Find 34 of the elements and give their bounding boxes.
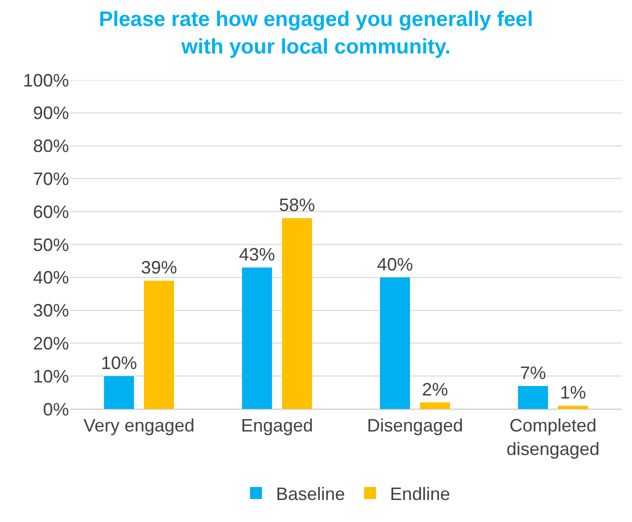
data-label: 43%	[238, 244, 276, 265]
legend-label: Endline	[390, 484, 450, 504]
y-tick-label: 10%	[32, 366, 69, 386]
bar	[420, 402, 450, 409]
bar	[144, 280, 174, 409]
chart-title: Please rate how engaged you generally feel with your local community.	[98, 8, 534, 58]
y-tick-label: 90%	[32, 103, 69, 124]
y-tick-label: 70%	[32, 169, 69, 189]
y-tick-label: 50%	[32, 234, 69, 255]
data-label: 40%	[376, 254, 414, 274]
bar	[104, 376, 134, 409]
y-tick-label: 40%	[32, 268, 69, 288]
x-tick-label: Engaged	[240, 416, 314, 436]
legend-label: Baseline	[276, 484, 346, 504]
bar	[242, 268, 272, 409]
bar	[518, 386, 548, 409]
data-label: 10%	[100, 353, 138, 374]
y-tick-label: 20%	[32, 334, 69, 354]
y-tick-label: 60%	[32, 202, 69, 222]
data-label: 7%	[520, 362, 546, 383]
bar	[558, 406, 588, 409]
y-tick-label: 0%	[42, 399, 69, 420]
x-tick-label: Very engaged	[83, 416, 195, 436]
data-label: 58%	[278, 195, 316, 216]
bar	[380, 277, 410, 409]
x-tick-label: Disengaged	[366, 416, 464, 436]
y-tick-label: 30%	[32, 300, 69, 321]
y-tick-label: 100%	[22, 70, 69, 90]
data-label: 2%	[422, 379, 448, 400]
data-label: 39%	[140, 258, 178, 278]
bar	[282, 218, 312, 409]
x-tick-label: Completed disengaged	[506, 416, 600, 459]
data-label: 1%	[560, 382, 586, 403]
y-tick-label: 80%	[32, 136, 69, 156]
